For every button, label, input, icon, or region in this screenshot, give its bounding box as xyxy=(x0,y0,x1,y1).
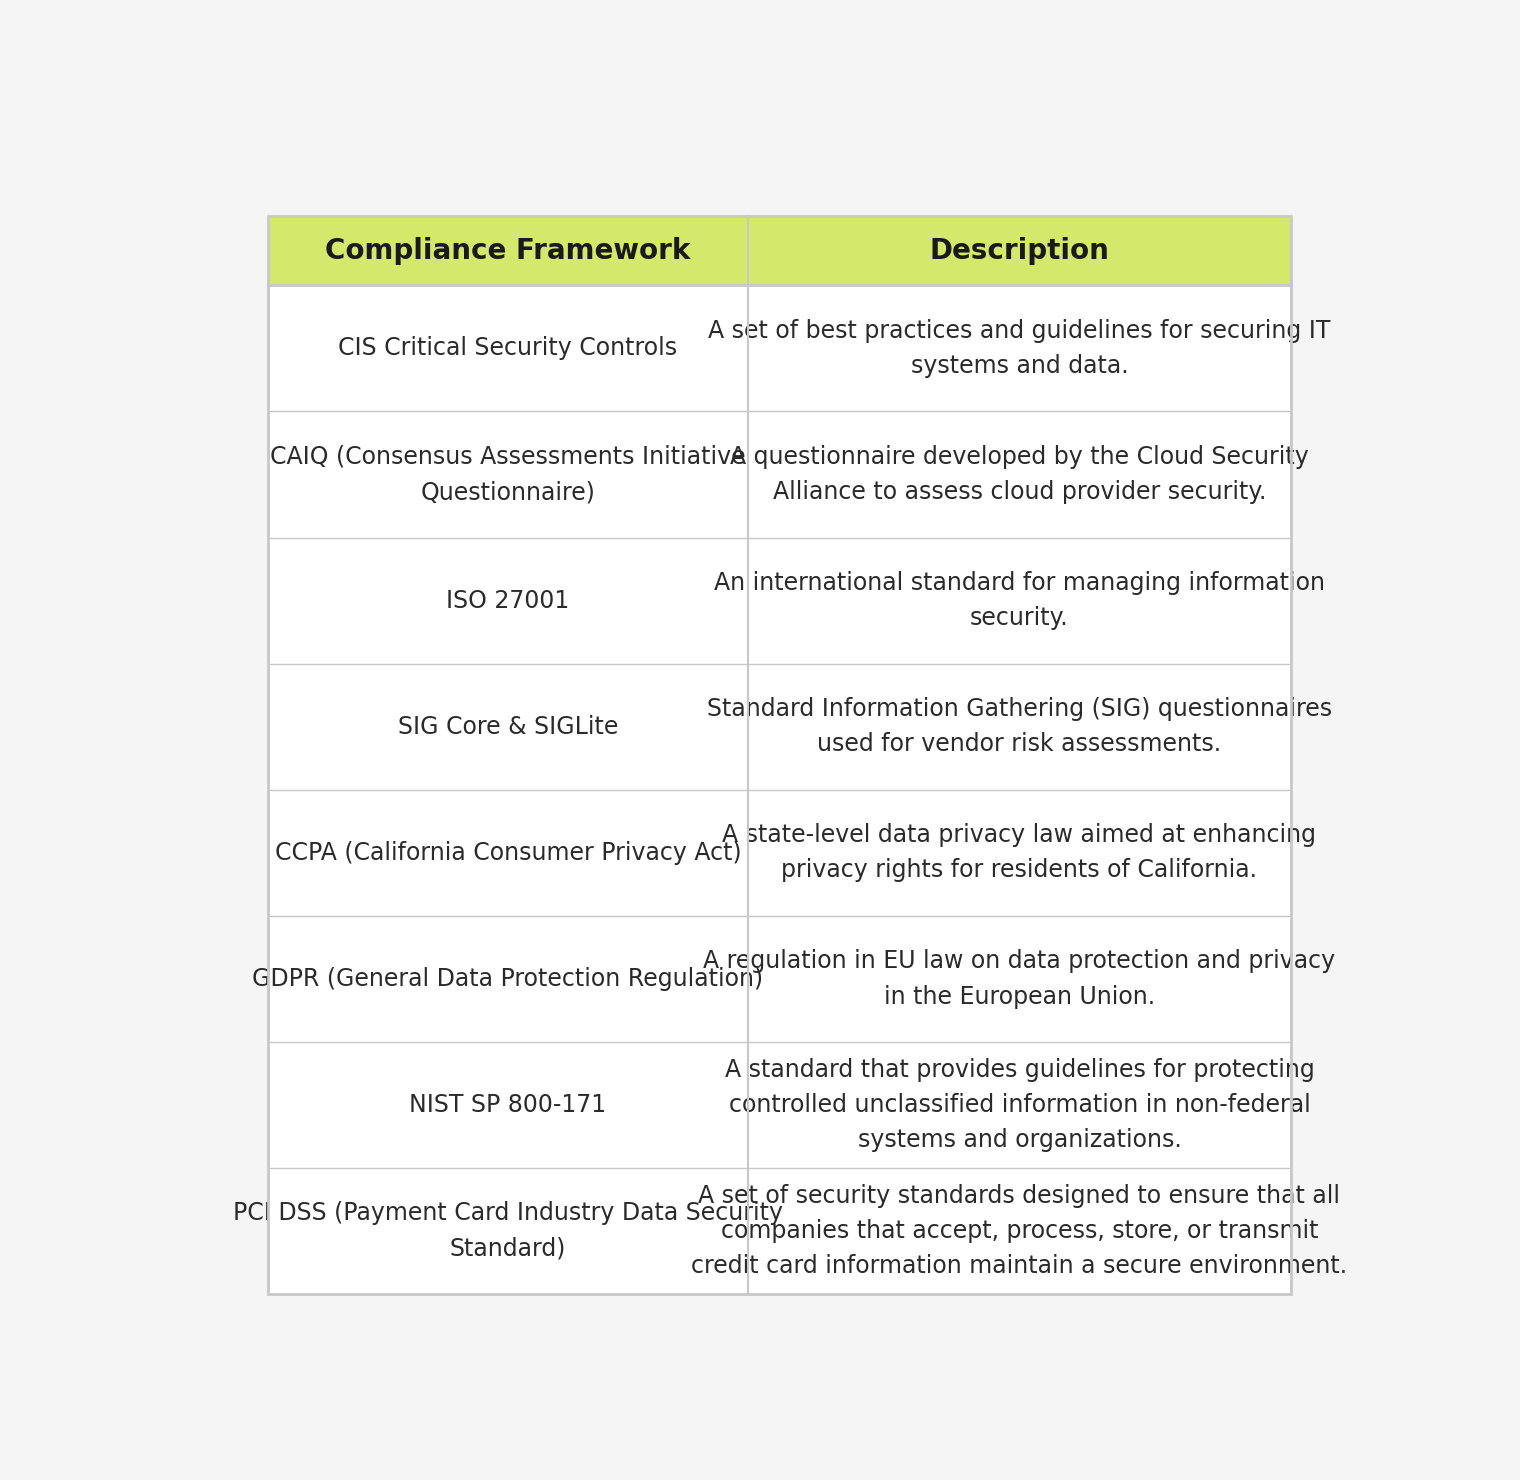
Text: A set of security standards designed to ensure that all
companies that accept, p: A set of security standards designed to … xyxy=(692,1184,1347,1279)
Text: A state-level data privacy law aimed at enhancing
privacy rights for residents o: A state-level data privacy law aimed at … xyxy=(722,823,1316,882)
Text: A regulation in EU law on data protection and privacy
in the European Union.: A regulation in EU law on data protectio… xyxy=(704,949,1336,1008)
Bar xyxy=(268,216,1290,1294)
Text: Compliance Framework: Compliance Framework xyxy=(325,237,690,265)
Text: CAIQ (Consensus Assessments Initiative
Questionnaire): CAIQ (Consensus Assessments Initiative Q… xyxy=(271,445,746,505)
Text: GDPR (General Data Protection Regulation): GDPR (General Data Protection Regulation… xyxy=(252,966,763,992)
Text: A standard that provides guidelines for protecting
controlled unclassified infor: A standard that provides guidelines for … xyxy=(725,1058,1315,1153)
Text: Standard Information Gathering (SIG) questionnaires
used for vendor risk assessm: Standard Information Gathering (SIG) que… xyxy=(707,697,1332,756)
Text: An international standard for managing information
security.: An international standard for managing i… xyxy=(714,571,1325,630)
Text: PCI DSS (Payment Card Industry Data Security
Standard): PCI DSS (Payment Card Industry Data Secu… xyxy=(233,1202,783,1261)
Text: CCPA (California Consumer Privacy Act): CCPA (California Consumer Privacy Act) xyxy=(275,841,742,864)
Text: Description: Description xyxy=(929,237,1110,265)
Bar xyxy=(268,216,1290,1294)
Text: SIG Core & SIGLite: SIG Core & SIGLite xyxy=(398,715,619,739)
Text: A set of best practices and guidelines for securing IT
systems and data.: A set of best practices and guidelines f… xyxy=(708,318,1330,379)
Text: CIS Critical Security Controls: CIS Critical Security Controls xyxy=(339,336,678,361)
Text: ISO 27001: ISO 27001 xyxy=(447,589,570,613)
Bar xyxy=(268,216,1290,286)
Text: NIST SP 800-171: NIST SP 800-171 xyxy=(409,1092,606,1117)
Text: A questionnaire developed by the Cloud Security
Alliance to assess cloud provide: A questionnaire developed by the Cloud S… xyxy=(730,445,1309,505)
